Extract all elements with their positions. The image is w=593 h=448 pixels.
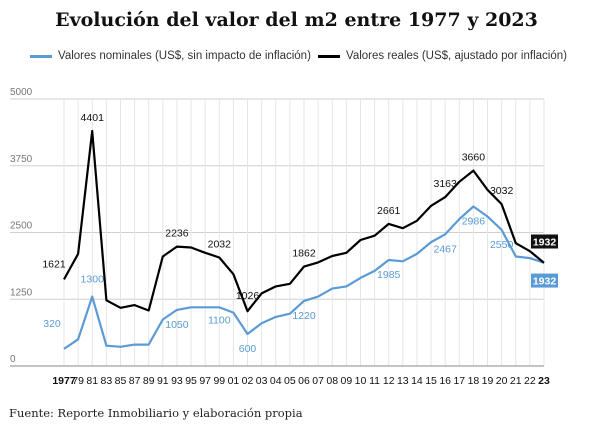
x-tick-label: 01: [228, 375, 240, 387]
x-tick-label: 93: [171, 375, 183, 387]
data-label-nominal: 2467: [433, 243, 457, 255]
x-tick-label: 07: [312, 375, 324, 387]
data-label-real: 1026: [236, 290, 260, 302]
legend-item-real: Valores reales (US$, ajustado por inflac…: [318, 50, 567, 62]
x-tick-label: 06: [298, 375, 310, 387]
data-label-nominal: 600: [239, 343, 257, 355]
x-tick-label: 18: [468, 375, 480, 387]
end-label-nominal: 1932: [533, 276, 557, 288]
data-label-real: 3032: [490, 185, 514, 197]
y-tick-label: 2500: [10, 221, 33, 232]
x-tick-label: 09: [341, 375, 353, 387]
x-tick-label: 04: [270, 375, 282, 387]
x-tick-label: 81: [86, 375, 98, 387]
end-badge-real: [531, 234, 558, 249]
x-tick-label: 10: [355, 375, 367, 387]
chart-title: Evolución del valor del m2 entre 1977 y …: [55, 9, 538, 31]
x-tick-label: 20: [496, 375, 508, 387]
legend-swatch-nominal: [30, 54, 52, 58]
legend-swatch-real: [318, 54, 340, 58]
data-label-real: 4401: [81, 112, 105, 124]
x-tick-label: 19: [482, 375, 494, 387]
end-label-real: 1932: [533, 237, 557, 249]
x-tick-label: 99: [213, 375, 225, 387]
y-tick-label: 0: [10, 354, 16, 365]
legend-label-real: Valores reales (US$, ajustado por inflac…: [346, 50, 567, 62]
x-tick-label: 1977: [52, 375, 76, 387]
x-tick-label: 16: [439, 375, 451, 387]
data-label-nominal: 1300: [81, 274, 105, 286]
x-tick-label: 85: [115, 375, 127, 387]
x-tick-label: 02: [242, 375, 254, 387]
series-line-nominal: [63, 205, 545, 350]
y-tick-label: 3750: [10, 154, 33, 165]
data-label-real: 1621: [42, 258, 66, 270]
y-tick-label: 1250: [10, 287, 33, 298]
x-tick-label: 79: [72, 375, 84, 387]
x-tick-label: 22: [524, 375, 536, 387]
x-tick-label: 15: [425, 375, 437, 387]
legend-item-nominal: Valores nominales (US$, sin impacto de i…: [30, 50, 311, 62]
data-label-real: 3163: [433, 178, 457, 190]
x-tick-label: 17: [453, 375, 465, 387]
x-tick-label: 05: [284, 375, 296, 387]
x-tick-label: 87: [129, 375, 141, 387]
legend: Valores nominales (US$, sin impacto de i…: [0, 50, 593, 70]
data-label-nominal: 2550: [490, 239, 514, 251]
data-label-real: 3660: [462, 152, 486, 164]
x-tick-label: 91: [157, 375, 169, 387]
end-badge-nominal: [531, 273, 558, 288]
data-label-nominal: 2986: [462, 216, 486, 228]
x-tick-label: 12: [383, 375, 395, 387]
data-label-real: 2661: [377, 205, 401, 217]
y-tick-label: 5000: [10, 87, 33, 98]
data-label-nominal: 320: [43, 318, 61, 330]
x-tick-label: 97: [199, 375, 211, 387]
source-note: Fuente: Reporte Inmobiliario y elaboraci…: [9, 406, 303, 420]
x-tick-label: 03: [256, 375, 268, 387]
data-label-nominal: 1220: [292, 310, 316, 322]
x-tick-label: 23: [538, 375, 550, 387]
x-tick-label: 21: [510, 375, 522, 387]
x-tick-label: 13: [397, 375, 409, 387]
data-label-nominal: 1100: [208, 314, 231, 326]
x-tick-label: 89: [143, 375, 155, 387]
x-tick-label: 95: [185, 375, 197, 387]
x-tick-label: 83: [101, 375, 113, 387]
data-label-real: 2236: [165, 228, 189, 240]
x-tick-label: 08: [326, 375, 338, 387]
data-label-nominal: 1985: [377, 269, 401, 281]
x-tick-label: 14: [411, 375, 423, 387]
legend-label-nominal: Valores nominales (US$, sin impacto de i…: [58, 50, 311, 62]
data-label-real: 2032: [208, 238, 232, 250]
data-label-real: 1862: [292, 248, 316, 260]
data-label-nominal: 1050: [165, 319, 189, 331]
x-tick-label: 11: [369, 375, 380, 387]
series-line-real: [63, 129, 545, 313]
